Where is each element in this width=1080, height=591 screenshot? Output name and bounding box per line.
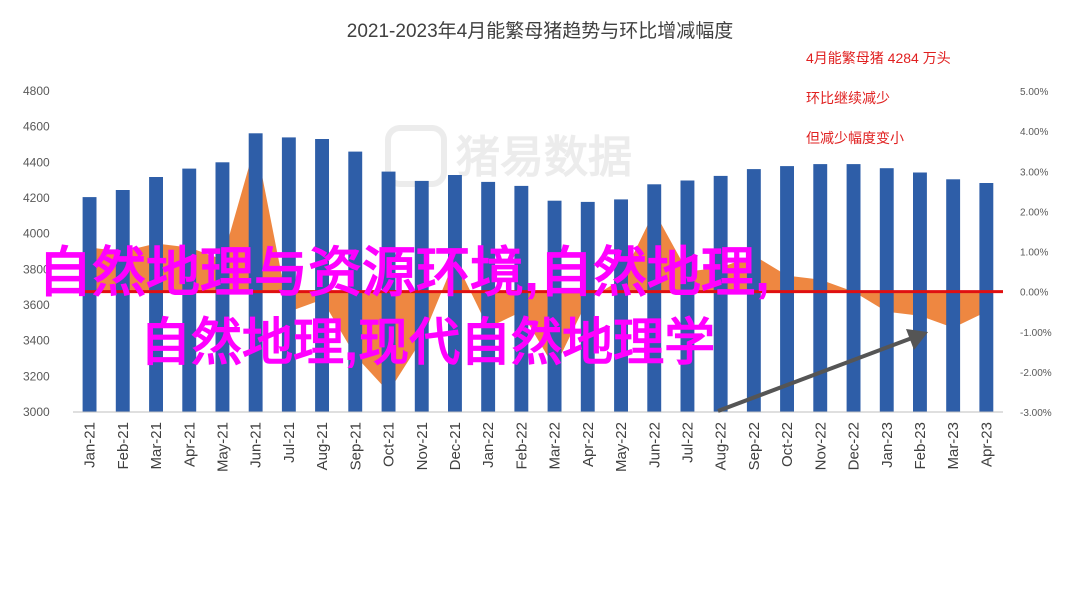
right-tick-label: -3.00% [1020,408,1052,419]
watermark: 猪易数据 [385,125,632,187]
x-tick-label: Jul-21 [281,422,298,463]
x-tick-label: Sep-22 [746,422,763,470]
bar-nov-21 [414,180,429,412]
bar-mar-22 [547,200,562,412]
overlay-caption: 自然地理与资源环境,自然地理, 自然地理,现代自然地理学 [38,243,770,371]
bar-dec-22 [846,164,861,412]
left-tick-label: 4600 [23,120,50,134]
bar-oct-22 [780,166,794,412]
x-tick-label: Mar-22 [547,422,564,470]
right-axis: -3.00% -2.00% -1.00% 0.00% 1.00% 2.00% 3.00% 4.… [1020,87,1052,419]
bar-mar-23 [946,179,961,412]
right-tick-label: 2.00% [1020,207,1048,218]
right-tick-label: -2.00% [1020,368,1052,379]
trend-arrow-shaft [717,336,913,413]
watermark-logo [385,125,447,187]
left-tick-label: 3400 [23,334,50,348]
trend-arrow-head [906,329,928,350]
right-tick-label: 3.00% [1020,167,1048,178]
x-tick-label: Feb-23 [912,422,929,470]
bar-jul-22 [680,180,695,412]
bar-aug-21 [315,139,329,412]
x-tick-label: Oct-22 [779,422,796,467]
x-tick-label: Apr-21 [181,422,198,467]
left-tick-label: 4400 [23,155,50,169]
bar-feb-22 [514,185,529,412]
right-tick-label: 5.00% [1020,87,1048,98]
bar-jan-21 [82,197,97,412]
x-tick-label: Mar-23 [945,422,962,470]
x-tick-label: Nov-22 [812,422,829,470]
bar-sep-21 [348,151,363,412]
bar-apr-23 [979,183,994,412]
bar-aug-22 [713,175,728,412]
left-tick-label: 3200 [23,369,50,383]
bar-jun-22 [647,184,662,412]
annotation-block: 4月能繁母猪 4284 万头 环比继续减少 但减少幅度变小 [806,50,951,146]
x-tick-label: May-22 [613,422,630,472]
x-tick-label: Feb-22 [513,422,530,470]
right-tick-label: 4.00% [1020,127,1048,138]
x-tick-label: Sep-21 [347,422,364,470]
watermark-text: 猪易数据 [456,133,632,182]
annotation-line-1: 4月能繁母猪 4284 万头 [806,50,951,66]
bar-may-21 [215,162,230,412]
x-tick-label: Jul-22 [679,422,696,463]
bar-mar-21 [149,177,163,412]
overlay-caption-line-1: 自然地理与资源环境,自然地理, [38,243,770,303]
left-tick-label: 4800 [23,84,50,98]
bar-dec-21 [448,175,462,412]
x-axis: Jan-21 Feb-21 Mar-21 Apr-21 May-21 Jun-21 Jul-… [82,422,996,472]
annotation-line-2: 环比继续减少 [806,90,890,106]
x-tick-label: Dec-22 [846,422,863,470]
x-tick-label: Jan-23 [879,422,896,468]
bar-jan-23 [879,168,894,412]
x-tick-label: Aug-21 [314,422,331,470]
left-tick-label: 3800 [23,262,50,276]
right-tick-label: 0.00% [1020,288,1048,299]
change-area-layer [89,143,987,392]
bar-jul-21 [281,137,296,412]
x-tick-label: Apr-23 [978,422,995,467]
chart-title: 2021-2023年4月能繁母猪趋势与环比增减幅度 [347,20,733,42]
trend-arrow [717,329,928,413]
change-rate-area [89,143,987,392]
left-tick-label: 3000 [23,405,50,419]
x-tick-label: Nov-21 [414,422,431,470]
bar-nov-22 [813,164,828,412]
bar-layer [82,133,994,413]
x-tick-label: Mar-21 [148,422,165,470]
left-tick-label: 3600 [23,298,50,312]
bar-apr-22 [580,201,595,412]
x-tick-label: Aug-22 [713,422,730,470]
bar-may-22 [614,199,628,412]
x-tick-label: Jan-21 [82,422,99,468]
bar-jan-22 [481,181,496,412]
right-tick-label: -1.00% [1020,328,1052,339]
left-tick-label: 4000 [23,227,50,241]
annotation-line-3: 但减少幅度变小 [806,130,904,146]
x-tick-label: Oct-21 [381,422,398,467]
x-tick-label: Apr-22 [580,422,597,467]
x-tick-label: Jan-22 [480,422,497,468]
left-tick-label: 4200 [23,191,50,205]
x-tick-label: Dec-21 [447,422,464,470]
x-tick-label: Jun-21 [248,422,265,468]
bar-jun-21 [248,133,263,413]
bar-feb-21 [115,190,130,412]
x-tick-label: May-21 [214,422,231,472]
overlay-caption-line-2: 自然地理,现代自然地理学 [140,314,715,371]
left-axis: 3000 3200 3400 3600 3800 4000 4200 4400 4600 4800 [23,84,50,419]
x-tick-label: Jun-22 [646,422,663,468]
x-tick-label: Feb-21 [115,422,132,470]
right-tick-label: 1.00% [1020,248,1048,259]
